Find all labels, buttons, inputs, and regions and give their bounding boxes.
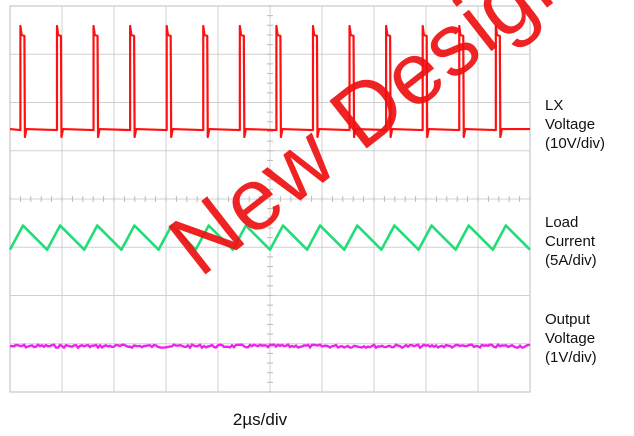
legend-output-line2: Voltage [545,330,596,347]
legend-load-current: Load Current (5A/div) [545,213,597,270]
legend-lx-voltage: LX Voltage (10V/div) [545,96,605,153]
legend-current-line3: (5A/div) [545,252,597,269]
legend-lx-line1: LX [545,97,564,114]
legend-lx-line2: Voltage [545,116,596,133]
legend-current-line1: Load [545,214,579,231]
legend-output-voltage: Output Voltage (1V/div) [545,310,597,367]
trace-output-voltage [9,342,531,350]
legend-output-line3: (1V/div) [545,349,597,366]
trace-load-current [8,224,531,251]
plot-traces [8,24,531,350]
legend-output-line1: Output [545,311,591,328]
legend-current-line2: Current [545,233,596,250]
legend-lx-line3: (10V/div) [545,135,606,152]
x-axis-label: 2µs/div [232,410,288,429]
trace-lx-voltage [9,24,530,139]
